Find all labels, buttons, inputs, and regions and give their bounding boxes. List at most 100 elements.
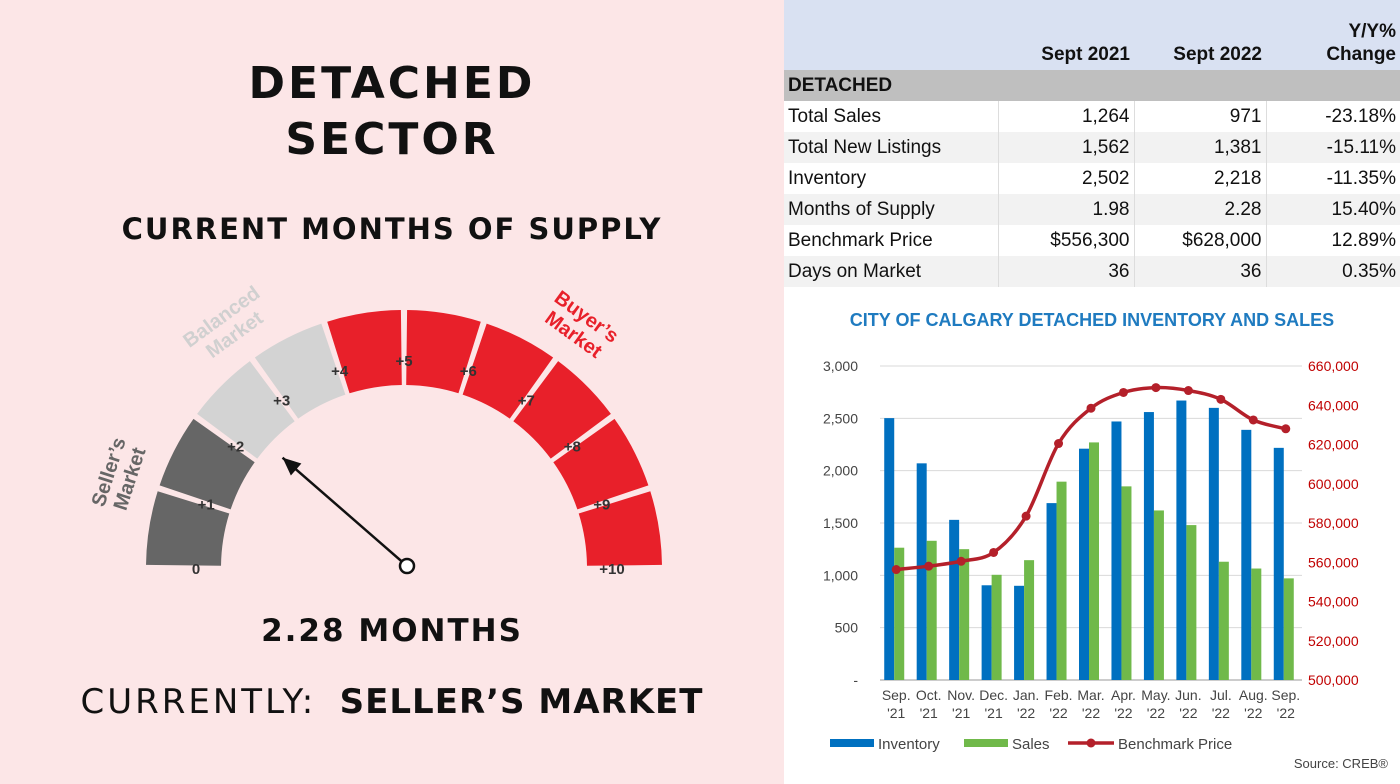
x-tick-year: '21 xyxy=(984,705,1002,721)
benchmark-price-point xyxy=(1118,387,1128,397)
benchmark-price-point xyxy=(1248,415,1258,425)
chart-legend: Inventory Sales Benchmark Price xyxy=(830,736,1232,753)
y-right-tick: 500,000 xyxy=(1308,672,1359,688)
x-tick-year: '22 xyxy=(1212,705,1230,721)
cell-sept-2021: 1,562 xyxy=(998,132,1135,163)
y-right-tick: 580,000 xyxy=(1308,515,1359,531)
supply-panel: DETACHED SECTOR CURRENT MONTHS OF SUPPLY… xyxy=(0,0,784,784)
x-tick-year: '22 xyxy=(1049,705,1067,721)
row-label: Total New Listings xyxy=(784,132,999,163)
chart-source: Source: CREB® xyxy=(1294,756,1389,771)
y-right-tick: 540,000 xyxy=(1308,594,1359,610)
benchmark-price-point xyxy=(1151,383,1161,393)
legend-label: Inventory xyxy=(878,736,940,753)
y-left-tick: 3,000 xyxy=(823,358,858,374)
y-left-tick: 2,000 xyxy=(823,463,858,479)
gauge-segment xyxy=(553,418,649,510)
cell-yy-change: 15.40% xyxy=(1266,194,1400,225)
benchmark-price-line xyxy=(891,383,1291,575)
bar-inventory xyxy=(1111,421,1122,680)
legend-label: Benchmark Price xyxy=(1118,736,1232,753)
bar-sales xyxy=(1218,561,1229,680)
y-left-tick: 1,000 xyxy=(823,567,858,583)
gauge-needle xyxy=(281,456,416,575)
y-left-tick: 2,500 xyxy=(823,410,858,426)
header-sept-2021: Sept 2021 xyxy=(998,0,1134,70)
gauge-tick-label: +7 xyxy=(518,393,535,410)
bar-inventory xyxy=(884,418,895,680)
benchmark-price-point xyxy=(924,561,934,571)
benchmark-price-point xyxy=(1216,394,1226,404)
gauge-tick-label: +3 xyxy=(273,393,290,410)
section-label: DETACHED xyxy=(784,70,1400,101)
gauge-tick-labels: 0 +1 +2 +3 +4 +5 +6 +7 +8 +9 +10 xyxy=(192,353,625,578)
gauge-tick-label: +10 xyxy=(599,561,624,578)
x-tick-labels: Sep. '21 Oct. '21 Nov. '21 Dec. '21 Jan. '22 Feb. '… xyxy=(882,687,1300,721)
x-tick-month: Jul. xyxy=(1210,687,1232,703)
bar-inventory xyxy=(949,519,960,680)
legend-label: Sales xyxy=(1012,736,1050,753)
bar-inventory xyxy=(1241,429,1252,680)
bar-sales xyxy=(959,549,970,680)
gauge-tick-label: +1 xyxy=(198,497,215,514)
benchmark-price-point xyxy=(956,556,966,566)
row-label: Inventory xyxy=(784,163,999,194)
benchmark-price-point xyxy=(1281,424,1291,434)
bar-sales xyxy=(894,547,905,680)
y-left-tick: 1,500 xyxy=(823,515,858,531)
legend-swatch xyxy=(964,739,1008,747)
bar-sales xyxy=(1283,578,1294,680)
header-blank xyxy=(784,0,998,70)
benchmark-price-point xyxy=(891,565,901,575)
gauge-tick-label: +8 xyxy=(564,439,581,456)
inventory-sales-chart: CITY OF CALGARY DETACHED INVENTORY AND S… xyxy=(823,310,1389,771)
y-left-tick-labels: - 500 1,000 1,500 2,000 2,500 3,000 xyxy=(823,358,858,688)
gauge-segment xyxy=(197,361,295,459)
x-tick-month: Feb. xyxy=(1045,687,1073,703)
table-row: Benchmark Price $556,300 $628,000 12.89% xyxy=(784,225,1400,256)
table-header-row: Sept 2021 Sept 2022 Y/Y% Change xyxy=(784,0,1400,70)
sector-title-line2: SECTOR xyxy=(285,114,499,165)
legend-swatch xyxy=(830,739,874,747)
bar-inventory xyxy=(1143,412,1154,680)
cell-sept-2021: $556,300 xyxy=(998,225,1135,256)
x-tick-year: '22 xyxy=(1114,705,1132,721)
benchmark-price-point xyxy=(1021,511,1031,521)
bar-inventory xyxy=(1079,448,1089,680)
gauge-segment xyxy=(578,491,662,566)
cell-yy-change: -23.18% xyxy=(1266,101,1400,132)
table-row: Total New Listings 1,562 1,381 -15.11% xyxy=(784,132,1400,163)
bar-sales xyxy=(1121,486,1132,680)
bar-sales xyxy=(926,540,937,680)
x-tick-month: Jan. xyxy=(1013,687,1039,703)
months-of-supply-gauge: 0+1+2+3+4+5+6+7+8+9+10 Seller’sMarketBal… xyxy=(88,282,662,578)
needle-arrowhead xyxy=(282,457,302,476)
row-label: Total Sales xyxy=(784,101,999,132)
bar-sales xyxy=(1251,568,1262,680)
detached-stats-table: Sept 2021 Sept 2022 Y/Y% Change DETACHED … xyxy=(784,0,1400,287)
cell-yy-change: 0.35% xyxy=(1266,256,1400,287)
x-tick-month: Jun. xyxy=(1175,687,1201,703)
header-change-label: Change xyxy=(1326,44,1396,65)
legend-item-sales: Sales xyxy=(964,736,1050,753)
bar-sales xyxy=(1089,442,1099,680)
x-tick-month: Mar. xyxy=(1077,687,1104,703)
gauge-tick-label: +6 xyxy=(460,363,477,380)
legend-marker xyxy=(1086,738,1096,748)
row-label: Days on Market xyxy=(784,256,999,287)
x-tick-year: '22 xyxy=(1179,705,1197,721)
gauge-segment xyxy=(159,418,255,510)
bar-sales xyxy=(1153,510,1164,680)
gauge-segment xyxy=(406,310,481,394)
cell-sept-2022: 1,381 xyxy=(1134,132,1267,163)
cell-sept-2022: 2,218 xyxy=(1134,163,1267,194)
bar-sales xyxy=(1056,481,1067,680)
cell-yy-change: 12.89% xyxy=(1266,225,1400,256)
needle-shaft xyxy=(281,456,408,567)
y-right-tick: 640,000 xyxy=(1308,397,1359,413)
months-value: 2.28 MONTHS xyxy=(261,613,523,649)
bar-inventory xyxy=(1208,407,1219,680)
cell-yy-change: -11.35% xyxy=(1266,163,1400,194)
chart-title: CITY OF CALGARY DETACHED INVENTORY AND S… xyxy=(850,310,1334,330)
